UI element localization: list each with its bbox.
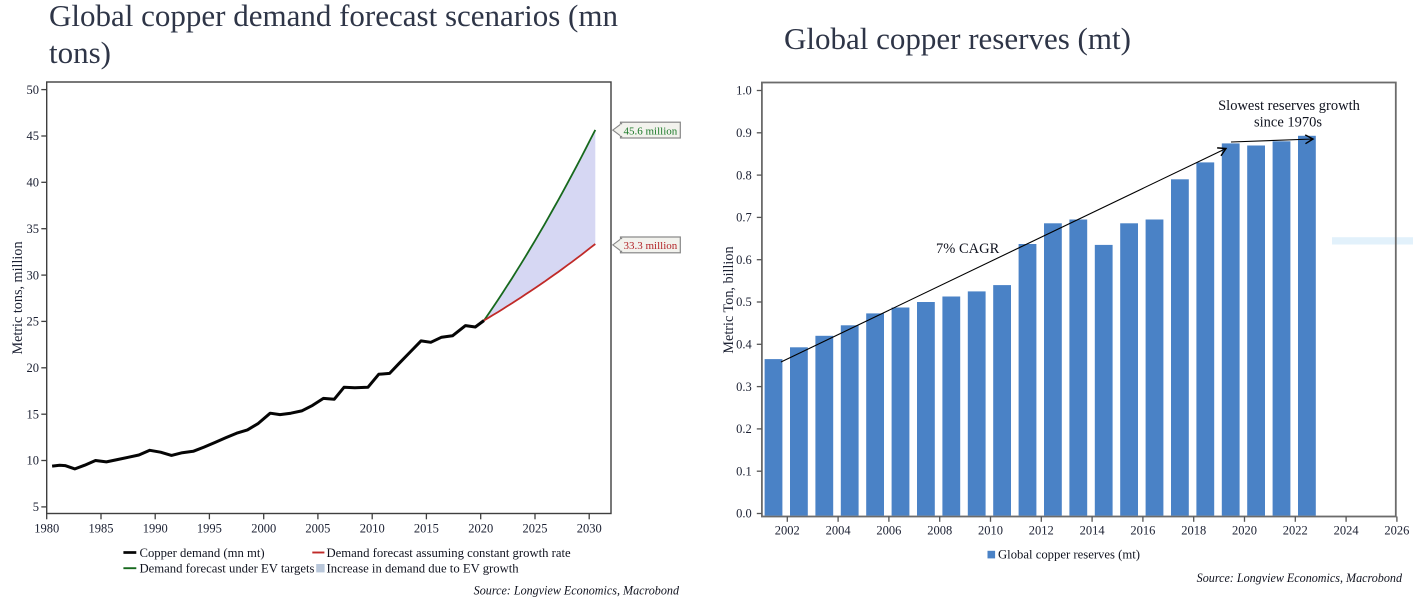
svg-text:20: 20	[27, 361, 40, 375]
svg-text:2022: 2022	[1283, 524, 1308, 538]
svg-text:Demand forecast assuming const: Demand forecast assuming constant growth…	[327, 546, 572, 560]
svg-text:30: 30	[27, 268, 40, 282]
svg-text:0.8: 0.8	[736, 168, 752, 182]
svg-text:0.5: 0.5	[736, 295, 752, 309]
svg-text:0.2: 0.2	[736, 422, 752, 436]
svg-text:1995: 1995	[197, 522, 222, 536]
svg-text:2000: 2000	[251, 522, 276, 536]
svg-text:0.4: 0.4	[736, 338, 752, 352]
svg-text:Global copper reserves (mt): Global copper reserves (mt)	[784, 21, 1131, 56]
svg-text:2004: 2004	[826, 524, 852, 538]
svg-text:2005: 2005	[305, 522, 330, 536]
svg-text:tons): tons)	[49, 35, 111, 70]
svg-text:35: 35	[27, 222, 40, 236]
svg-text:10: 10	[27, 454, 40, 468]
svg-text:25: 25	[27, 315, 40, 329]
svg-text:2002: 2002	[775, 524, 800, 538]
svg-text:1990: 1990	[143, 522, 168, 536]
svg-text:2014: 2014	[1080, 524, 1106, 538]
svg-text:7% CAGR: 7% CAGR	[936, 241, 1000, 257]
svg-text:Demand forecast under EV targe: Demand forecast under EV targets	[140, 562, 315, 576]
svg-text:33.3 million: 33.3 million	[624, 240, 678, 252]
svg-text:Metric tons, million: Metric tons, million	[10, 241, 26, 354]
svg-text:1980: 1980	[34, 522, 59, 536]
svg-text:since 1970s: since 1970s	[1254, 115, 1322, 131]
svg-text:Copper demand (mn mt): Copper demand (mn mt)	[140, 546, 265, 560]
svg-text:1985: 1985	[89, 522, 114, 536]
svg-text:2015: 2015	[414, 522, 439, 536]
svg-text:Metric Ton, billion: Metric Ton, billion	[721, 246, 737, 353]
svg-text:2018: 2018	[1181, 524, 1206, 538]
svg-text:2020: 2020	[468, 522, 493, 536]
svg-text:0.9: 0.9	[736, 126, 752, 140]
svg-text:0.0: 0.0	[736, 507, 752, 521]
svg-text:45.6 million: 45.6 million	[624, 125, 678, 137]
svg-text:Source: Longview Economics, Ma: Source: Longview Economics, Macrobond	[474, 584, 680, 598]
svg-text:1.0: 1.0	[736, 84, 752, 98]
svg-text:Increase in demand due to EV g: Increase in demand due to EV growth	[327, 562, 520, 576]
svg-text:45: 45	[27, 129, 40, 143]
svg-text:2008: 2008	[927, 524, 952, 538]
svg-text:50: 50	[27, 83, 40, 97]
svg-text:2024: 2024	[1334, 524, 1360, 538]
svg-text:2010: 2010	[360, 522, 385, 536]
svg-text:2025: 2025	[523, 522, 548, 536]
svg-text:2010: 2010	[978, 524, 1003, 538]
svg-text:2016: 2016	[1130, 524, 1155, 538]
svg-text:5: 5	[33, 500, 39, 514]
svg-text:2006: 2006	[876, 524, 901, 538]
svg-text:2020: 2020	[1232, 524, 1257, 538]
svg-text:Global copper reserves (mt): Global copper reserves (mt)	[998, 548, 1140, 562]
svg-text:0.7: 0.7	[736, 211, 752, 225]
svg-text:2030: 2030	[577, 522, 602, 536]
svg-text:2012: 2012	[1029, 524, 1054, 538]
svg-text:Slowest reserves growth: Slowest reserves growth	[1218, 98, 1361, 114]
svg-text:0.1: 0.1	[736, 464, 752, 478]
svg-text:0.3: 0.3	[736, 380, 752, 394]
svg-text:15: 15	[27, 407, 40, 421]
svg-text:Source: Longview Economics, Ma: Source: Longview Economics, Macrobond	[1197, 571, 1403, 585]
svg-text:2026: 2026	[1384, 524, 1409, 538]
svg-text:0.6: 0.6	[736, 253, 752, 267]
svg-text:40: 40	[27, 176, 40, 190]
svg-text:Global copper demand forecast: Global copper demand forecast scenarios …	[49, 0, 618, 33]
